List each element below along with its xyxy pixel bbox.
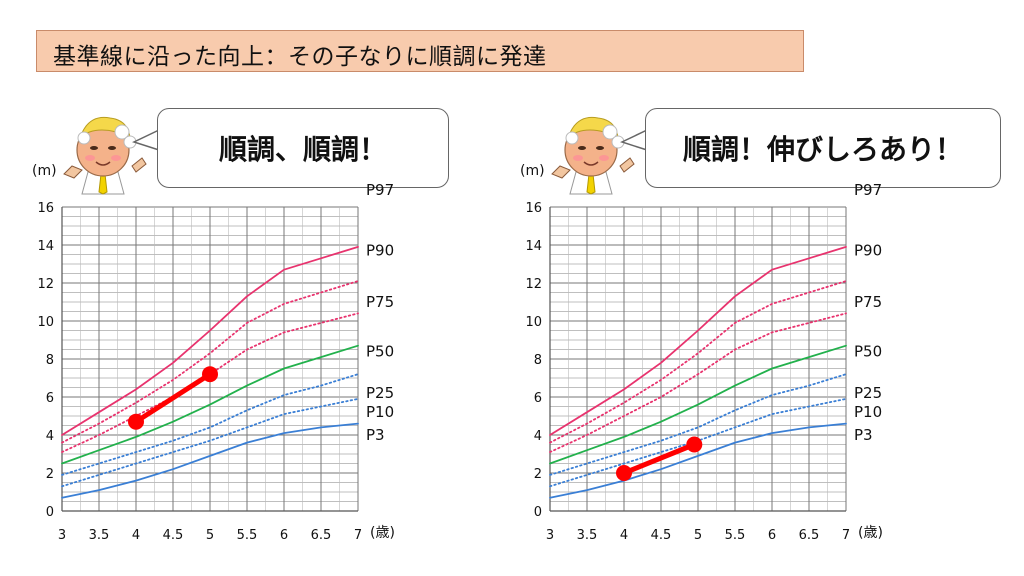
speech-bubble-left: 順調、順調！ xyxy=(157,108,449,188)
y-tick-label: 16 xyxy=(37,201,54,216)
series-label-p75: P75 xyxy=(854,293,882,311)
series-line-p10 xyxy=(61,397,359,488)
x-tick-label: 5.5 xyxy=(725,528,746,543)
growth-chart-left: 0 2 4 6 8 10 12 14 16 3 3.5 4 4.5 5 5.5 6 6.5 7 (m) (歳) P97 P… xyxy=(32,163,395,543)
series-label-p3: P3 xyxy=(854,426,873,444)
x-tick-label: 6.5 xyxy=(799,528,820,543)
y-tick-label: 16 xyxy=(525,201,542,216)
y-tick-label: 12 xyxy=(525,277,542,292)
x-tick-label: 3 xyxy=(546,528,554,543)
series-line-p97 xyxy=(61,246,359,436)
y-tick-label: 0 xyxy=(534,505,542,520)
y-tick-label: 14 xyxy=(525,239,542,254)
speech-bubble-right: 順調！伸びしろあり！ xyxy=(645,108,1001,188)
x-tick-label: 3.5 xyxy=(89,528,110,543)
series-line-p97 xyxy=(549,246,847,436)
y-tick-label: 0 xyxy=(46,505,54,520)
x-unit-label: (歳) xyxy=(858,525,883,541)
grid xyxy=(61,206,359,512)
y-tick-label: 2 xyxy=(46,467,54,482)
x-tick-label: 6 xyxy=(768,528,776,543)
highlight-point-end xyxy=(686,436,703,453)
series-label-p25: P25 xyxy=(854,384,882,402)
y-tick-label: 8 xyxy=(46,353,54,368)
series-label-p10: P10 xyxy=(854,403,882,421)
x-unit-label: (歳) xyxy=(370,525,395,541)
series-line-p90 xyxy=(549,280,847,444)
series-label-p50: P50 xyxy=(854,342,882,360)
series-label-p90: P90 xyxy=(366,242,394,260)
x-tick-label: 6 xyxy=(280,528,288,543)
series-label-p97: P97 xyxy=(366,181,394,199)
y-tick-label: 8 xyxy=(534,353,542,368)
y-unit-label: (m) xyxy=(520,163,545,179)
series-label-p90: P90 xyxy=(854,242,882,260)
series-line-p50 xyxy=(61,344,359,465)
series-label-p97: P97 xyxy=(854,181,882,199)
highlight-point-start xyxy=(616,465,632,481)
x-tick-label: 4.5 xyxy=(163,528,184,543)
x-tick-label: 7 xyxy=(842,528,850,543)
highlight-point-start xyxy=(128,413,144,430)
series-label-p75: P75 xyxy=(366,293,394,311)
series-line-p75 xyxy=(549,312,847,454)
y-unit-label: (m) xyxy=(32,163,57,179)
x-tick-label: 7 xyxy=(354,528,362,543)
y-tick-label: 4 xyxy=(534,429,542,444)
y-tick-label: 10 xyxy=(525,315,542,330)
y-tick-label: 14 xyxy=(37,239,54,254)
x-tick-label: 5 xyxy=(694,528,702,543)
title-banner: 基準線に沿った向上：その子なりに順調に発達 xyxy=(36,30,804,72)
y-tick-label: 6 xyxy=(46,391,54,406)
mascot-left-icon xyxy=(63,116,147,195)
x-tick-label: 4 xyxy=(620,528,628,543)
series-line-p25 xyxy=(549,373,847,476)
highlight-line xyxy=(621,442,697,476)
series-line-p25 xyxy=(61,373,359,476)
highlight-line xyxy=(133,371,213,425)
series-label-p10: P10 xyxy=(366,403,394,421)
bubble-tail-right xyxy=(620,129,648,151)
y-tick-label: 2 xyxy=(534,467,542,482)
growth-chart-right: 0 2 4 6 8 10 12 14 16 3 3.5 4 4.5 5 5.5 6 6.5 7 (m) (歳) P97 P… xyxy=(520,163,883,543)
series-label-p3: P3 xyxy=(366,426,385,444)
mascot-right-icon xyxy=(551,116,635,195)
bubble-tail-left xyxy=(132,129,160,151)
x-tick-label: 6.5 xyxy=(311,528,332,543)
series-label-p50: P50 xyxy=(366,342,394,360)
x-tick-label: 3.5 xyxy=(577,528,598,543)
y-tick-label: 10 xyxy=(37,315,54,330)
series-line-p3 xyxy=(61,422,359,499)
x-tick-label: 4.5 xyxy=(651,528,672,543)
x-tick-label: 5.5 xyxy=(237,528,258,543)
y-tick-label: 12 xyxy=(37,277,54,292)
page-title: 基準線に沿った向上：その子なりに順調に発達 xyxy=(53,44,547,70)
x-tick-label: 5 xyxy=(206,528,214,543)
series-line-p3 xyxy=(549,422,847,499)
x-tick-label: 3 xyxy=(58,528,66,543)
series-label-p25: P25 xyxy=(366,384,394,402)
highlight-point-end xyxy=(202,366,218,383)
x-tick-label: 4 xyxy=(132,528,140,543)
series-line-p90 xyxy=(61,280,359,444)
y-tick-label: 6 xyxy=(534,391,542,406)
y-tick-label: 4 xyxy=(46,429,54,444)
series-line-p50 xyxy=(549,344,847,465)
